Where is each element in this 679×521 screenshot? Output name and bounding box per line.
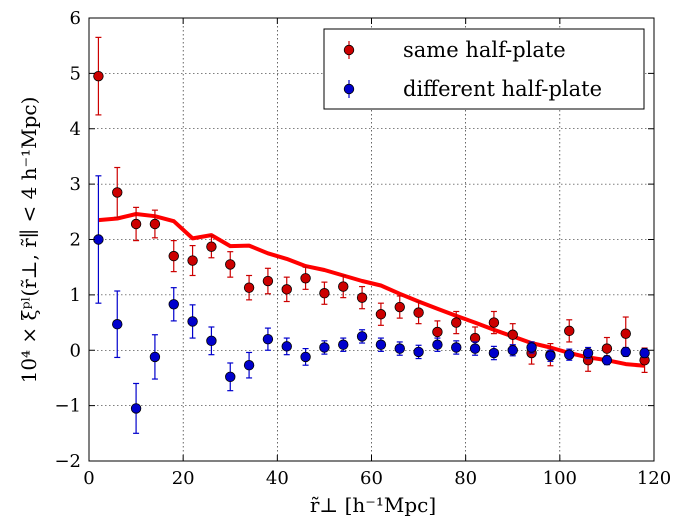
x-tick-label: 20 — [172, 468, 195, 489]
point-different — [149, 351, 161, 363]
point-different — [564, 349, 575, 360]
point-same — [356, 292, 368, 303]
point-different — [601, 355, 613, 366]
y-tick-label: 3 — [70, 174, 81, 195]
point-different — [262, 333, 274, 345]
legend-label-different: different half-plate — [403, 77, 602, 101]
point-different — [432, 339, 443, 350]
point-different — [243, 360, 255, 371]
point-different — [206, 335, 217, 347]
legend-box — [323, 28, 645, 110]
model-line — [98, 212, 645, 368]
point-same — [130, 218, 142, 230]
legend-label-same: same half-plate — [403, 38, 566, 62]
x-tick-label: 80 — [454, 468, 477, 489]
point-different — [545, 350, 556, 361]
point-same — [488, 317, 500, 328]
point-different — [394, 343, 405, 354]
point-same — [187, 255, 198, 266]
point-different — [375, 339, 387, 350]
legend-marker-same — [343, 44, 355, 56]
point-different — [319, 342, 330, 353]
series-layer — [93, 36, 650, 434]
legend: same half-plate different half-plate — [323, 28, 645, 110]
x-tick-label: 0 — [83, 468, 94, 489]
legend-item-different-half-plate: different half-plate — [343, 77, 602, 101]
point-same — [168, 250, 179, 262]
y-axis-label: 10⁴ × ξᵖˡ(r̃⊥, r̃∥ < 4 h⁻¹Mpc) — [17, 97, 41, 384]
point-same — [413, 307, 424, 318]
point-same — [93, 70, 104, 82]
point-same — [243, 282, 255, 293]
point-different — [507, 345, 518, 356]
point-different — [130, 403, 142, 414]
legend-marker-different — [343, 83, 355, 95]
x-tick-label: 40 — [266, 468, 289, 489]
point-different — [300, 351, 311, 363]
point-same — [300, 273, 311, 284]
point-different — [168, 299, 179, 310]
point-same — [432, 326, 443, 338]
point-same — [225, 259, 236, 270]
point-different — [187, 316, 198, 327]
point-different — [356, 331, 368, 342]
grid — [89, 18, 654, 461]
point-same — [564, 325, 575, 337]
point-different — [112, 319, 123, 330]
point-different — [93, 234, 104, 245]
legend-item-same-half-plate: same half-plate — [343, 38, 566, 62]
y-tick-label: −1 — [54, 396, 81, 417]
point-same — [206, 241, 217, 252]
point-different — [338, 339, 349, 350]
point-different — [582, 347, 594, 359]
y-tick-label: 6 — [70, 8, 81, 29]
point-different — [469, 343, 481, 354]
y-tick-label: 2 — [70, 230, 81, 251]
point-same — [338, 281, 349, 292]
point-different — [620, 346, 631, 358]
x-axis-label: r̃⊥ [h⁻¹Mpc] — [310, 493, 436, 517]
point-different — [451, 342, 462, 353]
y-tick-label: 4 — [70, 119, 81, 140]
point-same — [507, 329, 518, 340]
x-tick-label: 120 — [637, 468, 671, 489]
y-tick-label: 5 — [70, 63, 81, 84]
point-different — [639, 347, 650, 359]
point-same — [451, 317, 462, 328]
y-tick-label: 0 — [70, 340, 81, 361]
point-different — [526, 342, 537, 353]
x-tick-label: 100 — [543, 468, 577, 489]
point-different — [281, 341, 292, 352]
point-same — [262, 275, 274, 287]
point-same — [375, 309, 387, 320]
x-tick-label: 60 — [360, 468, 383, 489]
point-same — [394, 301, 405, 313]
y-tick-label: −2 — [54, 451, 81, 472]
point-same — [281, 284, 292, 295]
point-different — [225, 371, 236, 383]
y-tick-label: 1 — [70, 285, 81, 306]
ticks: 0 20 40 60 80 100 120 −2 −1 0 1 2 3 4 5 6 — [54, 8, 671, 489]
point-same — [149, 218, 161, 230]
point-same — [601, 343, 613, 354]
point-same — [112, 187, 123, 198]
point-same — [319, 288, 330, 299]
point-same — [620, 328, 631, 339]
point-different — [413, 346, 424, 358]
point-different — [488, 347, 500, 359]
